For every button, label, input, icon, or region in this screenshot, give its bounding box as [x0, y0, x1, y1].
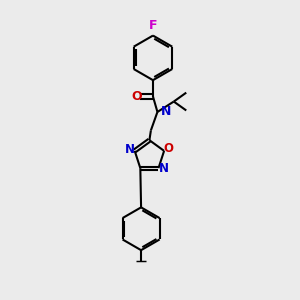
Text: N: N [160, 106, 171, 118]
Text: N: N [158, 162, 169, 175]
Text: O: O [131, 90, 142, 103]
Text: O: O [164, 142, 174, 155]
Text: F: F [149, 19, 157, 32]
Text: N: N [125, 143, 135, 156]
